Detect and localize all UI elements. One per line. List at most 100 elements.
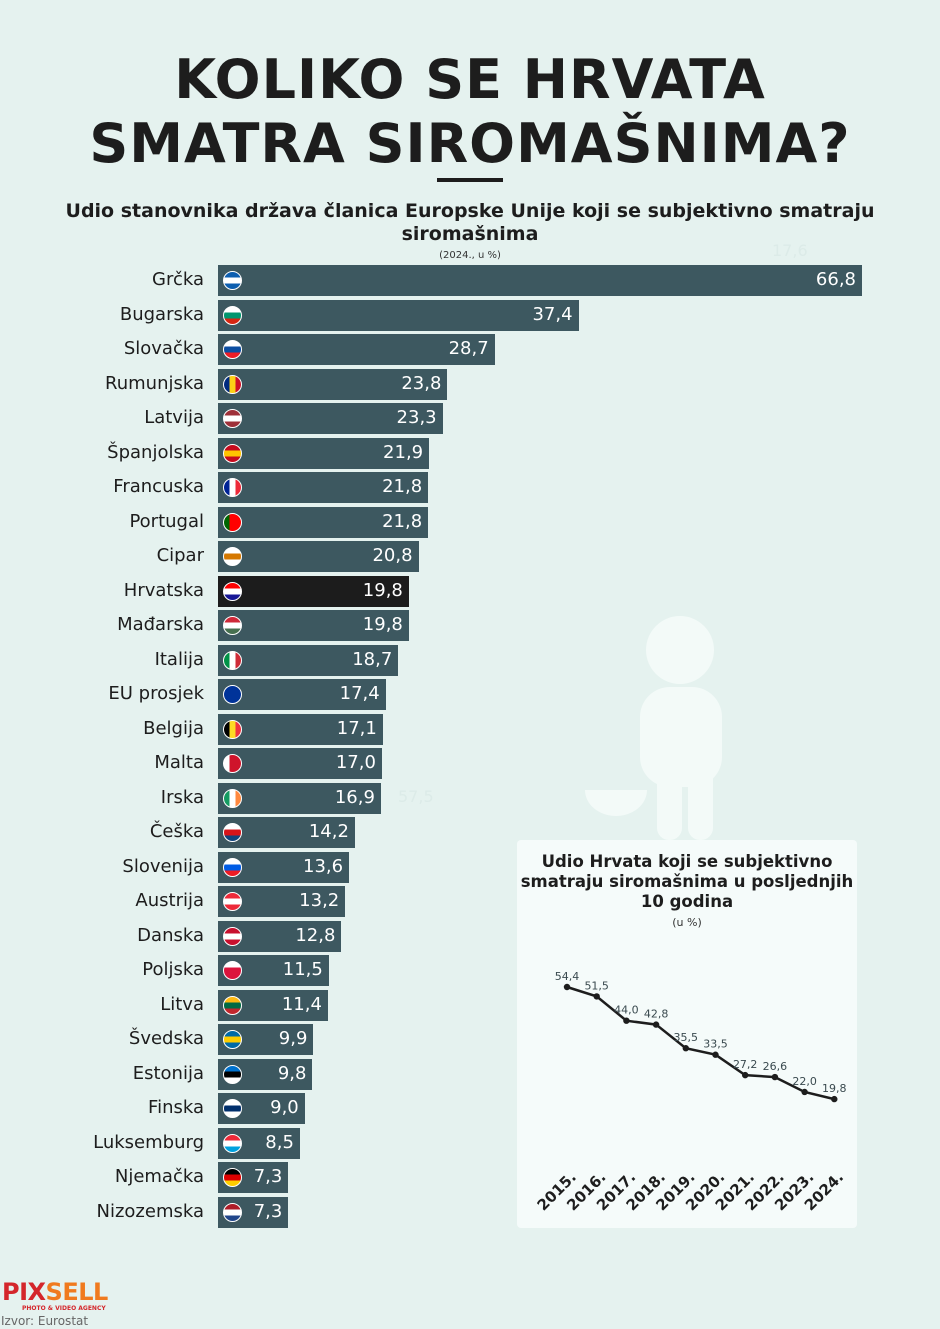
flag-icon (223, 788, 242, 808)
value-label: 14,2 (308, 821, 349, 842)
line-chart-title: Udio Hrvata koji se subjektivno smatraju… (520, 852, 854, 911)
category-label: Hrvatska (123, 579, 204, 601)
flag-icon (223, 857, 242, 877)
flag-icon (223, 443, 242, 463)
title-divider (437, 178, 503, 182)
bar-row: Španjolska 21,9 (0, 437, 940, 469)
flag-icon (223, 926, 242, 946)
bar-row: Poljska 11,5 (0, 955, 940, 986)
data-point (593, 993, 600, 1000)
category-label: Češka (149, 821, 204, 842)
flag-icon (223, 478, 242, 497)
bar: 9,8 (218, 1058, 313, 1090)
bar-row: Estonija 9,8 (0, 1058, 940, 1090)
line-chart-panel: Udio Hrvata koji se subjektivno smatraju… (517, 840, 857, 1228)
bar-row: Finska 9,0 (0, 1093, 940, 1124)
category-label: Cipar (156, 545, 204, 566)
data-point (623, 1017, 630, 1024)
category-label: Švedska (128, 1028, 204, 1049)
data-label: 54,4 (555, 970, 580, 983)
bar-row: Danska 12,8 (0, 920, 940, 952)
series-line (566, 985, 835, 1101)
bar: 9,0 (218, 1093, 305, 1124)
flag-icon (223, 719, 242, 739)
category-label: Estonija (132, 1062, 204, 1084)
value-label: 16,9 (334, 786, 375, 808)
category-label: Latvija (144, 407, 204, 428)
category-label: Rumunjska (105, 372, 204, 394)
flag-icon (223, 685, 242, 704)
flag-icon (223, 995, 242, 1015)
bar: 21,8 (218, 506, 429, 538)
bar-row: Belgija 17,1 (0, 713, 940, 745)
bar: 66,8 (218, 265, 862, 296)
category-label: Francuska (113, 476, 204, 497)
category-label: EU prosjek (108, 683, 204, 704)
bar: 23,8 (218, 368, 448, 400)
flag-icon (223, 305, 242, 325)
category-label: Portugal (129, 510, 204, 532)
bar: 13,6 (218, 851, 350, 883)
value-label: 7,3 (253, 1200, 283, 1222)
category-label: Poljska (142, 959, 204, 980)
value-label: 11,4 (281, 993, 322, 1015)
flag-icon (223, 1099, 242, 1118)
value-label: 9,0 (270, 1097, 299, 1118)
bar: 20,8 (218, 541, 419, 572)
data-point (682, 1045, 689, 1052)
bar: 37,4 (218, 299, 579, 331)
value-label: 28,7 (448, 338, 489, 359)
bar: 19,8 (218, 610, 409, 641)
value-label: 19,8 (362, 614, 403, 635)
bar: 19,8 (218, 575, 409, 607)
bar: 21,8 (218, 472, 429, 503)
bar: 21,9 (218, 437, 430, 469)
bar-row: Grčka 66,8 (0, 265, 940, 296)
line-chart: 54,42015.51,52016.44,02017.42,82018.35,5… (534, 970, 848, 1214)
bar-row: Nizozemska 7,3 (0, 1196, 940, 1228)
poor-person-illustration-icon (585, 616, 722, 840)
bar: 7,3 (218, 1196, 289, 1228)
bar: 11,4 (218, 989, 328, 1021)
value-label: 13,2 (299, 890, 340, 911)
data-point (652, 1021, 660, 1028)
flag-icon (223, 1202, 242, 1222)
bar-row: Češka 14,2 (0, 817, 940, 848)
bar-row: Švedska 9,9 (0, 1024, 940, 1055)
bar-row: Njemačka 7,3 (0, 1162, 940, 1193)
value-label: 13,6 (303, 855, 344, 877)
data-point (801, 1088, 808, 1096)
category-label: Belgija (143, 717, 204, 739)
bar: 17,0 (218, 748, 382, 779)
bar: 28,7 (218, 334, 495, 365)
bar: 12,8 (218, 920, 342, 952)
flag-icon (223, 1064, 242, 1084)
bar: 9,9 (218, 1024, 314, 1055)
bar-row: Slovačka 28,7 (0, 334, 940, 365)
data-label: 42,8 (644, 1008, 669, 1021)
category-label: Nizozemska (96, 1200, 205, 1222)
value-label: 8,5 (265, 1131, 294, 1153)
data-point (742, 1071, 749, 1079)
bar-row: Slovenija 13,6 (0, 851, 940, 883)
value-label: 17,1 (336, 717, 377, 739)
logo-part: PIX (2, 1278, 46, 1306)
data-label: 19,8 (822, 1082, 847, 1095)
bar: 17,1 (218, 713, 383, 745)
flag-icon (223, 340, 242, 359)
category-label: Grčka (152, 269, 204, 290)
flag-icon (223, 650, 242, 670)
title-line-2: SMATRA SIROMAŠNIMA? (89, 112, 851, 175)
flag-icon (223, 409, 242, 428)
bar-row: Hrvatska 19,8 (0, 575, 940, 607)
category-label: Mađarska (117, 614, 204, 635)
flag-icon (223, 547, 242, 566)
value-label: 21,9 (383, 441, 424, 463)
category-label: Italija (154, 648, 204, 670)
bar-chart-title: Udio stanovnika država članica Europske … (65, 200, 875, 245)
value-label: 11,5 (282, 959, 323, 980)
category-label: Malta (154, 752, 204, 773)
bar-row: Malta 17,0 (0, 748, 940, 779)
flag-icon (223, 892, 242, 911)
ghost-label: 57,5 (398, 787, 434, 806)
